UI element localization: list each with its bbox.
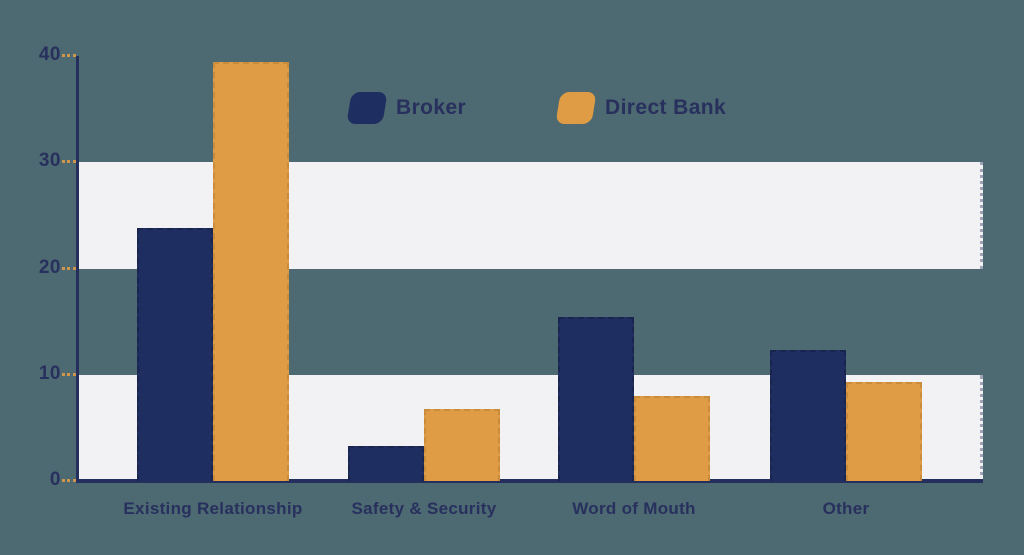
legend-label: Direct Bank <box>605 96 727 119</box>
y-tick-label: 10 <box>38 362 61 384</box>
bar-direct-bank <box>213 62 289 481</box>
y-tick-mark <box>62 54 76 57</box>
y-tick-label: 20 <box>38 256 61 278</box>
x-category-label: Other <box>822 499 870 518</box>
bar-direct-bank <box>634 396 710 481</box>
legend-item: Direct Bank <box>555 92 727 124</box>
y-tick-mark <box>62 160 76 164</box>
legend-swatch-icon <box>346 92 388 124</box>
y-tick-label: 0 <box>49 469 61 491</box>
bar-broker <box>770 350 846 481</box>
bar-direct-bank <box>846 382 922 481</box>
bar-broker <box>137 228 213 481</box>
legend-label: Broker <box>396 96 467 119</box>
bar-broker <box>558 317 634 481</box>
legend-swatch-icon <box>555 92 597 124</box>
bar-direct-bank <box>424 408 500 481</box>
y-tick-mark <box>62 266 76 270</box>
x-category-label: Existing Relationship <box>123 499 303 518</box>
y-axis-line <box>76 56 79 483</box>
x-axis-line <box>76 479 983 483</box>
y-tick-label: 40 <box>38 44 61 66</box>
legend-item: Broker <box>346 92 467 124</box>
x-category-label: Safety & Security <box>351 499 497 518</box>
x-category-label: Word of Mouth <box>572 499 696 518</box>
y-tick-mark <box>62 372 76 376</box>
y-tick-mark <box>62 479 76 482</box>
y-tick-label: 30 <box>38 150 61 172</box>
bar-broker <box>348 445 424 481</box>
